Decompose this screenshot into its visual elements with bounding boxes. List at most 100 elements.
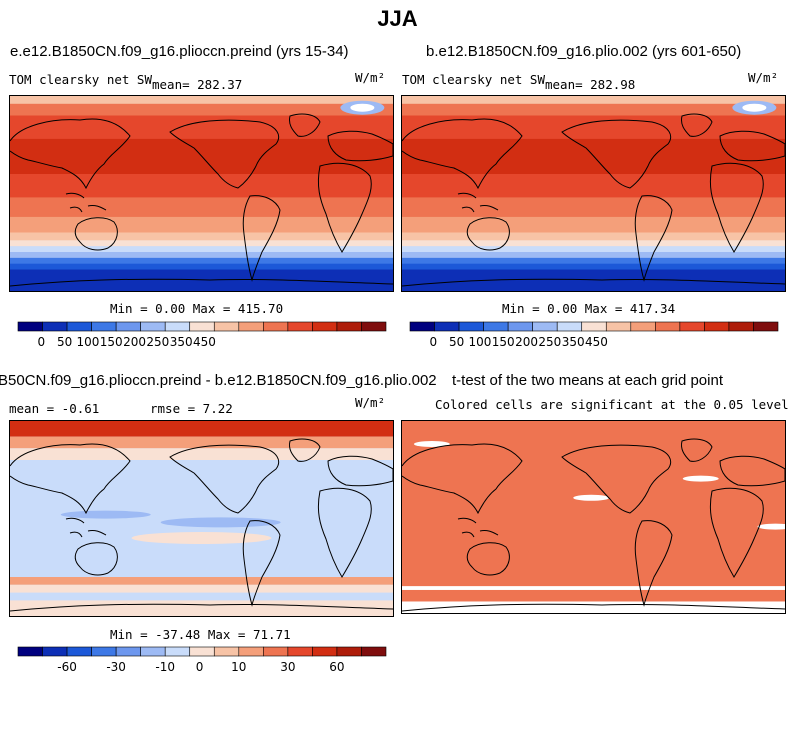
colorbar-box <box>91 646 117 657</box>
panel2-mean-label: mean= 282.98 <box>545 77 636 92</box>
field-band <box>10 246 393 253</box>
coastline <box>681 113 713 137</box>
field-band <box>10 96 393 105</box>
panel1-mean-label: mean= 282.37 <box>152 77 243 92</box>
colorbar-box <box>213 646 240 657</box>
colorbar-tick-label: 200 <box>515 335 538 349</box>
colorbar-tick-label: 250 <box>538 335 561 349</box>
panel3-map <box>9 420 394 617</box>
colorbar-box <box>140 321 166 332</box>
colorbar-box <box>213 321 240 332</box>
panel1-colorbar: 0 50 100 150 200 250 350 450 <box>17 321 387 352</box>
colorbar-box <box>409 321 435 332</box>
colorbar-tick-label: 60 <box>329 660 344 674</box>
field-band <box>402 96 785 105</box>
field-background <box>402 421 785 613</box>
map-field <box>402 96 785 291</box>
colorbar-tick-label: 50 <box>449 335 464 349</box>
field-band <box>10 174 393 198</box>
field-band <box>402 257 785 265</box>
panel3-mean-label: mean = -0.61 <box>9 401 100 416</box>
colorbar-tick-label: 100 <box>468 335 491 349</box>
coastline <box>10 603 393 612</box>
colorbar-tick-label: -60 <box>57 660 77 674</box>
field-band <box>402 246 785 253</box>
colorbar-box <box>17 321 43 332</box>
coastline <box>317 162 372 253</box>
colorbar-box <box>532 321 558 332</box>
colorbar-tick-label: 450 <box>193 335 216 349</box>
panel2-field-label: TOM clearsky net SW <box>402 72 545 87</box>
colorbar-box <box>66 321 92 332</box>
panel4-title: t-test of the two means at each grid poi… <box>452 372 723 389</box>
coastline <box>402 603 785 612</box>
coastline <box>317 487 372 578</box>
coastline <box>709 162 764 253</box>
field-patch <box>742 103 767 112</box>
field-band <box>402 197 785 218</box>
colorbar-tick-label: 30 <box>280 660 295 674</box>
colorbar-box <box>312 321 338 332</box>
colorbar-box <box>287 646 313 657</box>
insignificant-patch <box>757 523 785 530</box>
field-patch <box>160 517 281 528</box>
field-band <box>10 216 393 233</box>
coastline <box>169 444 280 514</box>
colorbar-box <box>483 321 509 332</box>
panel3-colorbar: -60 -30 -10 0 10 30 60 <box>17 646 387 677</box>
colorbar-tick-label: 10 <box>231 660 246 674</box>
panel2-minmax: Min = 0.00 Max = 417.34 <box>502 301 676 316</box>
colorbar-box <box>728 321 754 332</box>
panel2-title: b.e12.B1850CN.f09_g16.plio.002 (yrs 601-… <box>426 43 742 60</box>
field-band <box>10 421 393 437</box>
coastline <box>457 192 499 213</box>
coastline <box>719 130 785 162</box>
panel1-field-label: TOM clearsky net SW <box>9 72 152 87</box>
colorbar-box <box>336 321 362 332</box>
colorbar-box <box>263 321 289 332</box>
colorbar-tick-label: 0 <box>37 335 45 349</box>
map-field <box>402 421 785 613</box>
colorbar-box <box>655 321 681 332</box>
colorbar-tick-label: 350 <box>562 335 585 349</box>
coastline <box>709 487 764 578</box>
colorbar-box <box>581 321 607 332</box>
colorbar-tick-label: 150 <box>100 335 123 349</box>
coastline <box>10 118 131 190</box>
insignificant-patch <box>413 441 450 448</box>
insignificant-band <box>402 586 785 590</box>
coastline <box>561 119 672 189</box>
coastline <box>289 113 321 137</box>
field-patch <box>131 532 272 544</box>
colorbar-box <box>458 321 484 332</box>
colorbar-tick-label: 0 <box>196 660 204 674</box>
panel3-units: W/m² <box>355 395 386 410</box>
field-band <box>10 448 393 460</box>
panel1-map <box>9 95 394 292</box>
colorbar-box <box>287 321 313 332</box>
colorbar-tick-label: 100 <box>76 335 99 349</box>
coastline <box>65 517 107 538</box>
colorbar-box <box>263 646 289 657</box>
colorbar-box <box>336 646 362 657</box>
field-band <box>10 263 393 271</box>
panel2-map <box>401 95 786 292</box>
insignificant-band <box>402 601 785 613</box>
colorbar-box <box>679 321 705 332</box>
coastline <box>65 192 107 213</box>
colorbar-tick-label: -30 <box>106 660 126 674</box>
colorbar-box <box>630 321 656 332</box>
colorbar-box <box>17 646 43 657</box>
field-band <box>402 232 785 241</box>
colorbar-box <box>164 321 191 332</box>
field-patch <box>60 510 151 519</box>
coastline <box>466 542 510 576</box>
colorbar-box <box>189 646 215 657</box>
coastline <box>681 438 713 462</box>
field-band <box>402 240 785 247</box>
figure-title: JJA <box>377 6 418 31</box>
coastline <box>457 517 499 538</box>
colorbar-tick-label: 50 <box>57 335 72 349</box>
coastline <box>466 217 510 251</box>
field-band <box>10 197 393 218</box>
